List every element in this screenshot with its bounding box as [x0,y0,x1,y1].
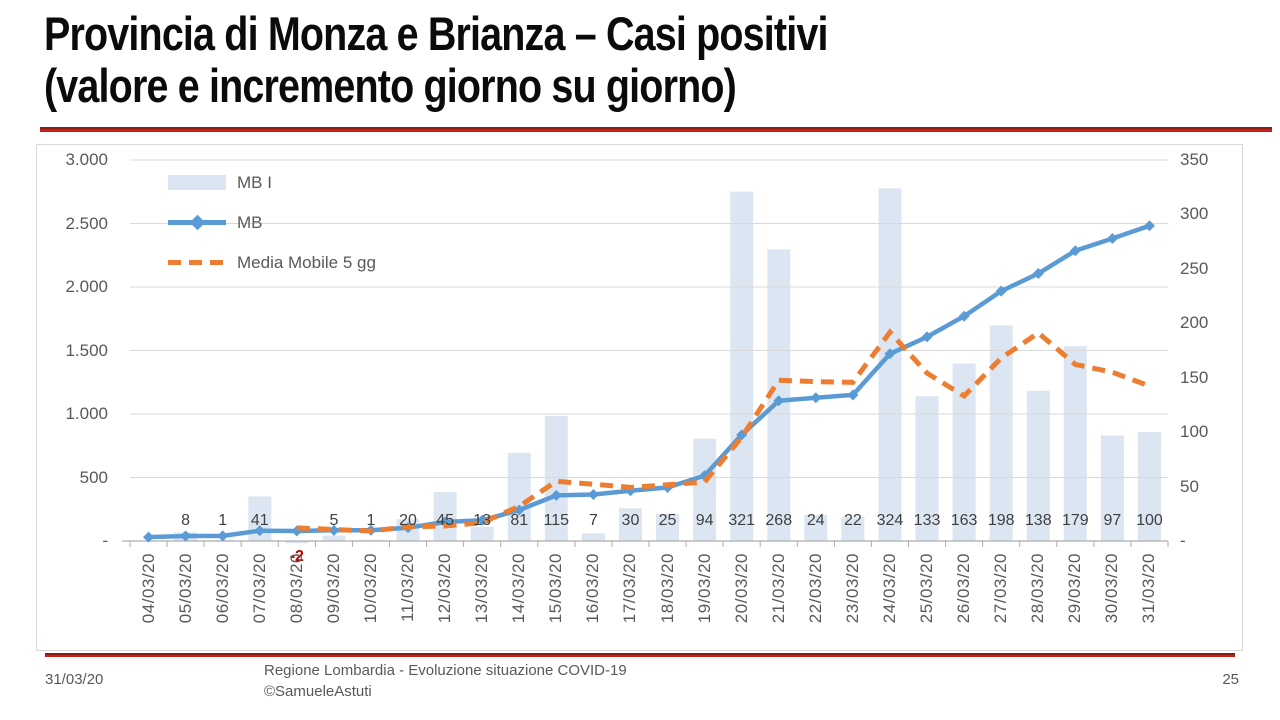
x-axis-date-label: 30/03/20 [1102,553,1122,624]
x-axis-date-label: 12/03/20 [435,553,455,624]
bar-value-label: 324 [876,512,904,529]
x-axis-date-label: 24/03/20 [879,553,899,624]
chart-legend: MB I MB Media Mobile 5 gg [168,168,376,277]
x-axis-date-label: 23/03/20 [842,553,862,624]
title-line-1: Provincia di Monza e Brianza – Casi posi… [44,7,828,60]
legend-item-media-mobile: Media Mobile 5 gg [168,248,376,277]
left-axis-tick-label: 3.000 [65,150,108,169]
bar-value-label: -2 [289,548,304,565]
bar-value-label: 198 [987,512,1015,529]
bar-value-label: 1 [366,512,376,529]
bar-value-label: 81 [510,512,529,529]
x-axis-date-label: 04/03/20 [138,553,158,624]
x-axis-date-label: 17/03/20 [620,553,640,624]
bar-value-label: 7 [588,512,598,529]
dashed-series-swatch-icon [168,260,226,265]
left-axis-tick-label: - [102,531,108,550]
footer-date: 31/03/20 [45,671,104,688]
right-axis-tick-label: 350 [1180,150,1209,169]
right-axis-tick-label: 50 [1180,476,1199,496]
x-axis-date-label: 25/03/20 [917,553,937,624]
legend-label-mb: MB [237,212,263,232]
left-axis-tick-label: 1.500 [65,340,108,360]
title-line-2: (valore e incremento giorno su giorno) [44,59,737,112]
x-axis-date-label: 16/03/20 [583,553,603,624]
bar-value-label: 115 [543,512,570,529]
bar-series-swatch-icon [168,175,226,190]
diamond-marker-icon [189,214,206,231]
bar-value-label: 41 [250,512,269,529]
x-axis-date-label: 22/03/20 [805,553,825,624]
bar-value-label: 24 [806,512,825,529]
x-axis-date-label: 06/03/20 [212,553,232,624]
footer-credit-line-2: ©SamueleAstuti [264,683,372,700]
line-series-swatch-icon [168,214,226,231]
x-axis-date-label: 10/03/20 [360,553,380,624]
footer-divider-rule [45,653,1235,657]
x-axis-date-label: 07/03/20 [249,553,269,624]
right-axis-tick-label: 200 [1180,313,1209,333]
x-axis-date-label: 14/03/20 [509,553,529,624]
x-axis-date-label: 26/03/20 [954,553,974,624]
bar-value-label: 5 [329,512,339,529]
bar-value-label: 163 [950,512,978,529]
x-axis-date-label: 20/03/20 [731,553,751,624]
right-axis-tick-label: 250 [1180,258,1209,278]
right-axis-tick-label: 100 [1180,422,1209,442]
slide-title: Provincia di Monza e Brianza – Casi posi… [44,8,828,112]
legend-label-mb-i: MB I [237,172,272,192]
footer-credit-line-1: Regione Lombardia - Evoluzione situazion… [264,662,627,679]
x-axis-date-label: 19/03/20 [694,553,714,624]
right-axis-tick-label: - [1180,531,1186,550]
left-axis-tick-label: 1.000 [65,404,108,423]
x-axis-date-label: 28/03/20 [1028,553,1048,624]
legend-label-media-mobile: Media Mobile 5 gg [237,252,376,272]
x-axis-date-label: 18/03/20 [657,553,677,624]
legend-item-mb: MB [168,208,376,237]
bar-value-label: 25 [658,512,677,529]
x-axis-date-label: 15/03/20 [546,553,566,624]
footer-credit: Regione Lombardia - Evoluzione situazion… [264,660,627,702]
x-axis-date-label: 11/03/20 [398,553,418,622]
left-axis-tick-label: 500 [79,467,108,487]
bar-value-label: 133 [913,512,941,529]
page-number: 25 [1222,671,1239,688]
bar-value-label: 179 [1061,512,1089,529]
bar-value-label: 94 [695,512,714,529]
bar-value-label: 97 [1103,512,1122,529]
x-axis-date-label: 29/03/20 [1065,553,1085,624]
legend-item-mb-i: MB I [168,168,376,197]
left-axis-tick-label: 2.500 [65,213,108,233]
bar-value-label: 13 [473,512,492,529]
right-axis-tick-label: 150 [1180,367,1209,387]
x-axis-date-label: 05/03/20 [175,553,195,624]
x-axis-date-label: 08/03/20 [286,553,306,624]
x-axis-date-label: 13/03/20 [472,553,492,624]
bar-value-label: 268 [765,512,793,529]
x-axis-date-label: 21/03/20 [768,553,788,624]
bar-value-label: 8 [181,512,191,529]
title-underline-rule [40,127,1272,132]
bar-value-label: 100 [1136,512,1163,529]
right-axis-tick-label: 300 [1180,204,1209,224]
x-axis-date-label: 09/03/20 [323,553,343,624]
bar-value-label: 20 [399,512,417,529]
bar-value-label: 30 [621,512,640,529]
bar-value-label: 138 [1024,512,1052,529]
bar-value-label: 22 [843,512,862,529]
bar-value-label: 1 [218,512,228,529]
bar-value-label: 321 [728,512,756,529]
bar-value-label: 45 [436,512,454,529]
x-axis-date-label: 27/03/20 [991,553,1011,624]
left-axis-tick-label: 2.000 [65,277,108,296]
x-axis-date-label: 31/03/20 [1139,553,1159,624]
